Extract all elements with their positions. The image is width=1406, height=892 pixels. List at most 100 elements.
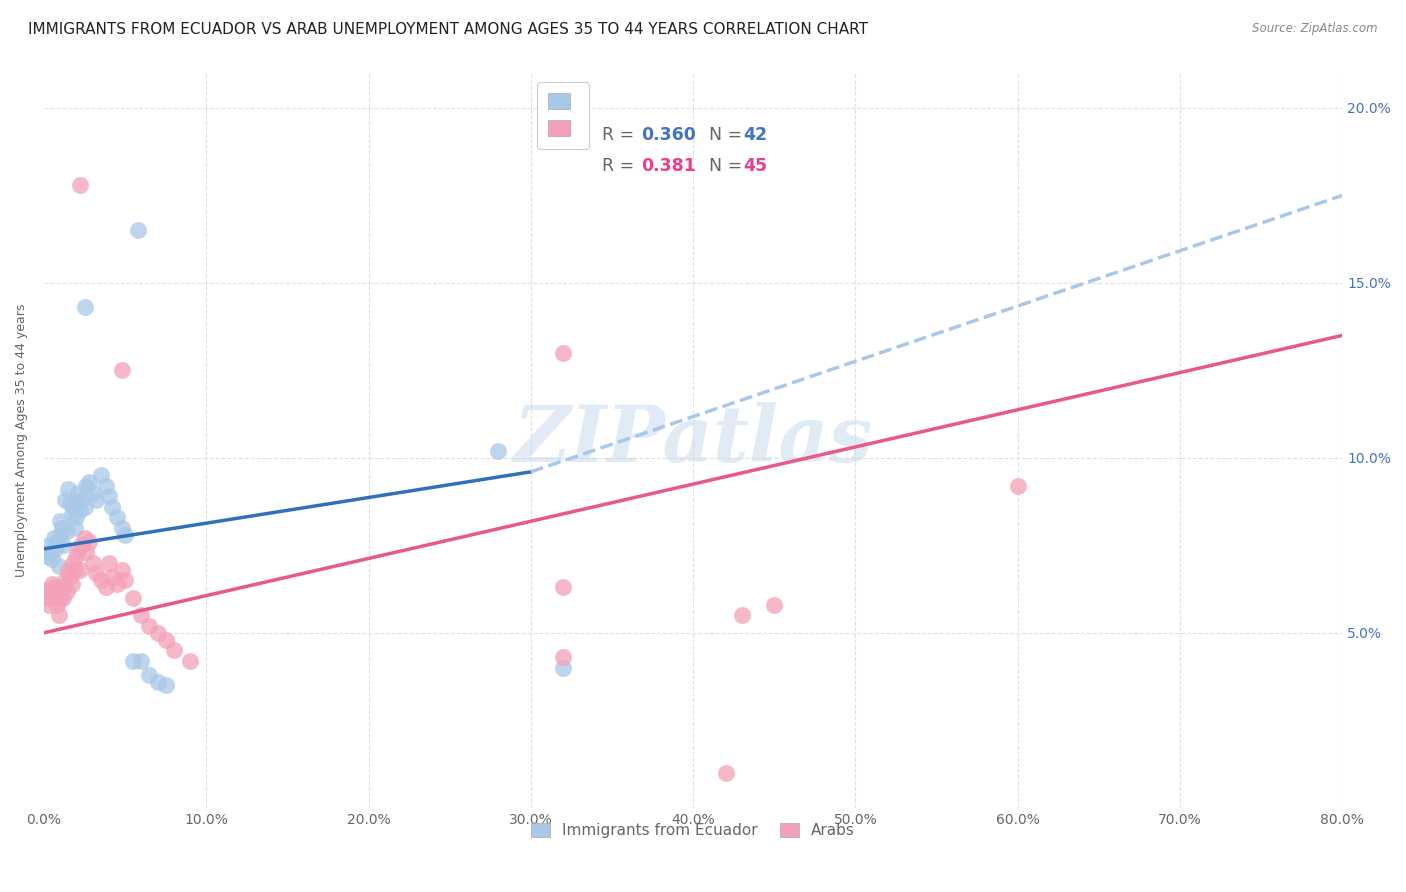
Text: 45: 45 — [742, 158, 766, 176]
Point — [58, 563, 80, 577]
Text: R =: R = — [602, 158, 640, 176]
Point — [138, 667, 160, 681]
Point — [73, 301, 96, 315]
Point — [44, 580, 66, 594]
Point — [52, 591, 75, 605]
Point — [97, 489, 120, 503]
Point — [82, 556, 104, 570]
Point — [79, 475, 101, 490]
Point — [62, 556, 84, 570]
Point — [69, 503, 91, 517]
Point — [67, 486, 90, 500]
Point — [155, 632, 177, 647]
Point — [146, 625, 169, 640]
Point — [67, 541, 90, 556]
Point — [73, 500, 96, 514]
Point — [69, 563, 91, 577]
Point — [84, 492, 107, 507]
Point — [49, 528, 72, 542]
Point — [58, 483, 80, 497]
Point — [52, 538, 75, 552]
Point — [39, 545, 62, 559]
Point — [48, 608, 70, 623]
Point — [51, 521, 73, 535]
Point — [70, 538, 93, 552]
Point — [60, 577, 83, 591]
Point — [79, 534, 101, 549]
Point — [122, 591, 145, 605]
Point — [1007, 479, 1029, 493]
Legend: Immigrants from Ecuador, Arabs: Immigrants from Ecuador, Arabs — [526, 817, 860, 844]
Point — [90, 468, 112, 483]
Point — [59, 570, 82, 584]
Point — [38, 598, 60, 612]
Point — [41, 577, 63, 591]
Text: 42: 42 — [742, 126, 766, 144]
Point — [75, 545, 97, 559]
Point — [486, 443, 509, 458]
Point — [553, 661, 575, 675]
Point — [38, 538, 60, 552]
Point — [46, 598, 69, 612]
Point — [90, 574, 112, 588]
Point — [553, 650, 575, 665]
Point — [114, 574, 136, 588]
Point — [94, 479, 117, 493]
Point — [111, 521, 134, 535]
Point — [122, 654, 145, 668]
Point — [55, 524, 77, 539]
Point — [75, 479, 97, 493]
Point — [731, 608, 754, 623]
Point — [37, 549, 59, 563]
Point — [62, 500, 84, 514]
Point — [42, 532, 65, 546]
Point — [63, 521, 86, 535]
Point — [82, 486, 104, 500]
Text: IMMIGRANTS FROM ECUADOR VS ARAB UNEMPLOYMENT AMONG AGES 35 TO 44 YEARS CORRELATI: IMMIGRANTS FROM ECUADOR VS ARAB UNEMPLOY… — [28, 22, 868, 37]
Point — [49, 514, 72, 528]
Point — [49, 591, 72, 605]
Point — [105, 510, 128, 524]
Point — [127, 223, 149, 237]
Text: R =: R = — [602, 126, 640, 144]
Point — [59, 496, 82, 510]
Point — [101, 500, 124, 514]
Point — [34, 583, 56, 598]
Point — [44, 541, 66, 556]
Point — [714, 765, 737, 780]
Point — [94, 580, 117, 594]
Point — [111, 363, 134, 377]
Point — [163, 643, 186, 657]
Point — [53, 492, 76, 507]
Point — [65, 510, 87, 524]
Point — [46, 534, 69, 549]
Point — [42, 591, 65, 605]
Point — [553, 580, 575, 594]
Point — [73, 532, 96, 546]
Text: N =: N = — [697, 158, 748, 176]
Point — [138, 619, 160, 633]
Point — [763, 598, 786, 612]
Point — [39, 583, 62, 598]
Point — [105, 577, 128, 591]
Text: ZIPatlas: ZIPatlas — [513, 402, 873, 479]
Point — [84, 566, 107, 581]
Point — [179, 654, 201, 668]
Point — [131, 608, 153, 623]
Text: 0.360: 0.360 — [641, 126, 696, 144]
Point — [114, 528, 136, 542]
Point — [65, 549, 87, 563]
Point — [37, 591, 59, 605]
Point — [155, 678, 177, 692]
Point — [55, 583, 77, 598]
Point — [101, 570, 124, 584]
Text: 0.381: 0.381 — [641, 158, 696, 176]
Point — [131, 654, 153, 668]
Point — [48, 559, 70, 574]
Y-axis label: Unemployment Among Ages 35 to 44 years: Unemployment Among Ages 35 to 44 years — [15, 303, 28, 577]
Point — [69, 178, 91, 192]
Point — [553, 346, 575, 360]
Point — [63, 563, 86, 577]
Point — [53, 574, 76, 588]
Point — [146, 674, 169, 689]
